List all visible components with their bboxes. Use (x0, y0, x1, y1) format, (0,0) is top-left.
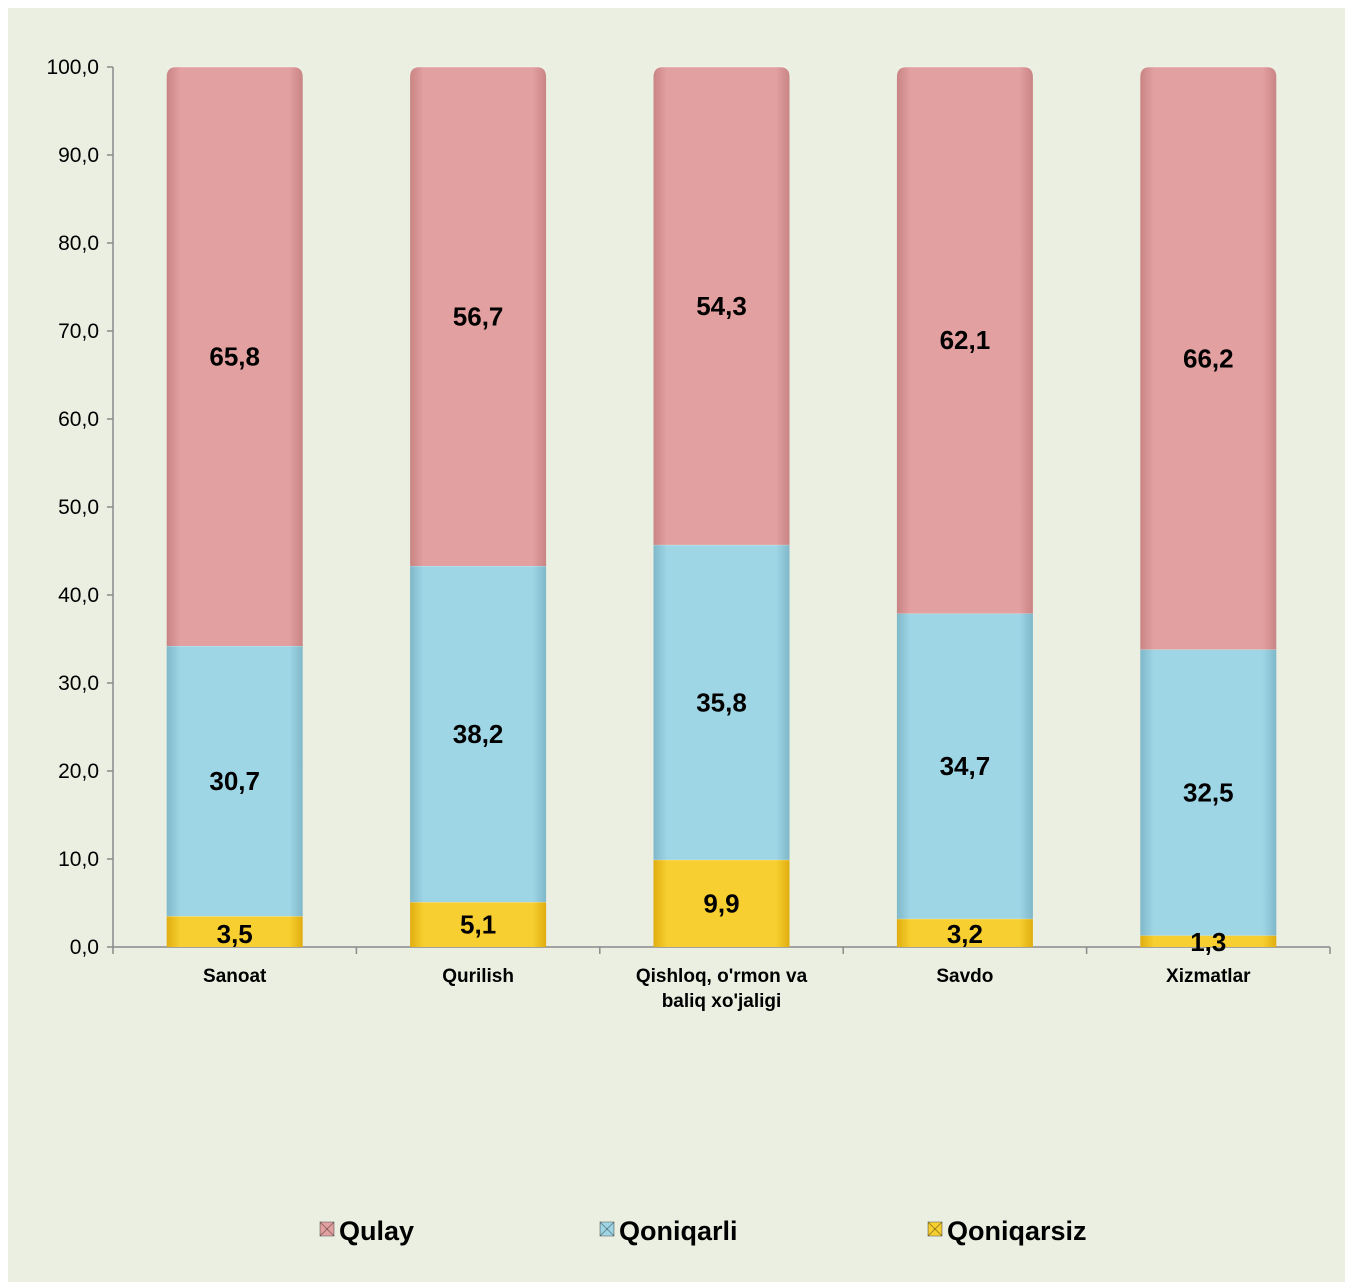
bar-segment-qulay (410, 67, 547, 566)
legend-label: Qoniqarsiz (947, 1216, 1087, 1246)
bar-segment-qoniqarli (166, 646, 303, 917)
data-label: 66,2 (1183, 343, 1234, 373)
legend-label: Qoniqarli (619, 1216, 738, 1246)
bar-segment-qulay (653, 67, 790, 545)
y-tick-label: 80,0 (58, 232, 99, 255)
data-label: 56,7 (453, 301, 504, 331)
legend-swatch (927, 1221, 943, 1237)
data-label: 9,9 (703, 888, 739, 918)
bar-segment-qoniqarli (653, 544, 790, 860)
x-tick-label: Xizmatlar (1166, 966, 1251, 987)
y-tick-label: 40,0 (58, 584, 99, 607)
y-tick-label: 90,0 (58, 144, 99, 167)
legend-swatch (599, 1221, 615, 1237)
bar-segment-qulay (1140, 67, 1277, 650)
x-tick-label: Sanoat (203, 966, 267, 987)
legend-item-qoniqarli: Qoniqarli (599, 1216, 738, 1246)
y-tick-label: 60,0 (58, 408, 99, 431)
legend-item-qoniqarsiz: Qoniqarsiz (927, 1216, 1087, 1246)
bar-segment-qoniqarsiz (1140, 935, 1277, 947)
data-label: 65,8 (209, 342, 260, 372)
x-tick-label: Savdo (936, 966, 993, 987)
bar-segment-qoniqarsiz (653, 859, 790, 947)
data-label: 3,5 (217, 919, 253, 949)
bar-segment-qoniqarsiz (166, 916, 303, 947)
data-label: 3,2 (947, 919, 983, 949)
legend-swatch-diag (599, 1221, 615, 1237)
bar-segment-qoniqarli (896, 613, 1033, 919)
data-label: 34,7 (940, 751, 991, 781)
legend-swatch-diag (927, 1221, 943, 1237)
legend-label: Qulay (339, 1216, 414, 1246)
x-tick-label: Qishloq, o'rmon va baliq xo'jaligi (636, 966, 808, 1012)
data-label: 35,8 (696, 687, 747, 717)
bar-segment-qoniqarli (410, 565, 547, 903)
y-tick-label: 100,0 (46, 56, 99, 79)
legend-swatch (319, 1221, 335, 1237)
data-label: 1,3 (1190, 927, 1226, 957)
bar-segment-qoniqarsiz (410, 902, 547, 947)
x-tick-label: Qurilish (442, 966, 514, 987)
bar-segment-qoniqarli (1140, 649, 1277, 936)
y-tick-label: 20,0 (58, 760, 99, 783)
data-label: 30,7 (209, 766, 260, 796)
data-label: 54,3 (696, 291, 747, 321)
y-tick-label: 70,0 (58, 320, 99, 343)
data-label: 62,1 (940, 325, 991, 355)
legend-swatch-diag (927, 1221, 943, 1237)
y-tick-label: 50,0 (58, 496, 99, 519)
y-tick-label: 0,0 (70, 936, 99, 959)
y-tick-label: 30,0 (58, 672, 99, 695)
data-label: 32,5 (1183, 778, 1234, 808)
y-tick-label: 10,0 (58, 848, 99, 871)
legend-item-qulay: Qulay (319, 1216, 414, 1246)
data-label: 38,2 (453, 719, 504, 749)
legend-swatch-diag (319, 1221, 335, 1237)
data-label: 5,1 (460, 910, 496, 940)
bar-segment-qoniqarsiz (896, 918, 1033, 947)
legend-swatch-diag (319, 1221, 335, 1237)
bar-segment-qulay (896, 67, 1033, 614)
bar-segment-qulay (166, 67, 303, 647)
legend-swatch-diag (599, 1221, 615, 1237)
